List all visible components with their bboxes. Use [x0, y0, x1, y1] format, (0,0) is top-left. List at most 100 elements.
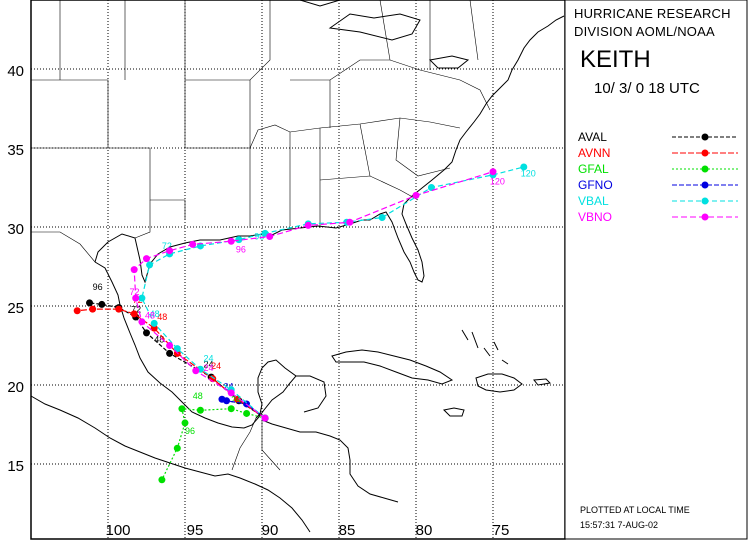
- track-point-vbno-3: [166, 342, 174, 349]
- track-point-vbal-4: [150, 319, 158, 327]
- forecast-hour-label-vbno-1: 48: [145, 311, 155, 321]
- legend-marker-avnn: [701, 149, 709, 157]
- legend-marker-vbno: [701, 213, 709, 221]
- lon-label-75: 75: [493, 522, 510, 539]
- track-point-vbno-2: [192, 367, 200, 375]
- track-point-vbal-5: [138, 294, 146, 302]
- track-point-vbal-6: [146, 261, 154, 269]
- storm-name: KEITH: [580, 46, 651, 73]
- forecast-hour-label-aval-2: 72: [131, 304, 141, 314]
- track-point-gfal-5: [181, 419, 189, 427]
- lat-label-25: 25: [7, 300, 24, 317]
- track-point-aval-4: [143, 329, 150, 337]
- forecast-hour-label-gfal-1: 48: [193, 391, 203, 401]
- track-point-vbno-13: [346, 218, 354, 226]
- track-point-gfno-3: [218, 395, 226, 403]
- forecast-hour-label-gfal-2: 96: [185, 426, 195, 436]
- track-point-gfal-1: [243, 409, 251, 417]
- legend-label-avnn: AVNN: [578, 146, 611, 160]
- legend-marker-aval: [701, 133, 709, 141]
- legend-label-vbno: VBNO: [578, 210, 613, 224]
- forecast-hour-label-vbal-1: 48: [150, 309, 160, 319]
- track-point-avnn-1: [233, 395, 241, 403]
- legend-marker-gfno: [701, 181, 709, 189]
- forecast-hour-label-vbno-2: 72: [130, 287, 140, 297]
- legend-label-gfal: GFAL: [578, 162, 609, 176]
- track-point-vbno-6: [130, 266, 138, 274]
- latitude-labels: 40 35 30 25 20 15: [7, 63, 24, 475]
- track-point-gfal-2: [227, 405, 235, 413]
- track-point-aval-3: [166, 349, 174, 357]
- track-point-vbno-8: [166, 247, 174, 255]
- coastlines: [30, 0, 565, 533]
- track-point-vbno-11: [266, 232, 274, 240]
- track-point-gfal-6: [173, 444, 181, 452]
- track-line-vbal: [141, 166, 524, 419]
- lat-label-35: 35: [7, 142, 24, 159]
- legend-marker-gfal: [701, 165, 709, 173]
- forecast-hour-label-gfno-0: 24: [224, 382, 234, 392]
- lat-label-20: 20: [7, 379, 24, 396]
- track-point-vbal-16: [520, 163, 528, 171]
- forecast-hour-label-vbno-3: 96: [236, 244, 246, 254]
- track-point-vbno-9: [189, 240, 197, 248]
- track-point-avnn-8: [73, 307, 81, 315]
- track-point-vbno-14: [412, 191, 420, 199]
- legend-label-vbal: VBAL: [578, 194, 609, 208]
- forecast-hour-label-aval-3: 96: [93, 282, 103, 292]
- header-line-1: HURRICANE RESEARCH: [574, 6, 731, 21]
- legend-label-aval: AVAL: [578, 130, 607, 144]
- track-point-vbno-15: [489, 168, 497, 176]
- date-time: 10/ 3/ 0 18 UTC: [594, 80, 700, 97]
- forecast-hour-label-aval-0: 24: [203, 360, 213, 370]
- track-point-vbno-5: [132, 294, 140, 302]
- forecast-hour-label-vbal-4: 120: [521, 168, 536, 178]
- lon-label-85: 85: [339, 522, 356, 539]
- track-point-vbno-12: [304, 221, 312, 229]
- track-point-avnn-7: [89, 305, 97, 313]
- track-point-vbal-9: [235, 236, 243, 244]
- forecast-hour-label-vbno-0: 24: [203, 363, 213, 373]
- forecast-hour-label-aval-1: 48: [154, 334, 164, 344]
- lon-label-90: 90: [262, 522, 279, 539]
- track-point-gfal-3: [196, 406, 204, 414]
- track-point-vbal-14: [427, 184, 435, 191]
- lon-label-100: 100: [105, 522, 130, 539]
- forecast-hour-label-gfal-0: 24: [231, 394, 241, 404]
- track-point-vbno-0: [261, 414, 269, 422]
- track-point-avnn-6: [115, 305, 123, 313]
- legend-panel: [564, 0, 748, 540]
- lat-lon-grid: [31, 0, 565, 539]
- forecast-hour-label-vbal-0: 24: [203, 353, 213, 363]
- longitude-labels: 100 95 90 85 80 75: [105, 522, 509, 539]
- lon-label-80: 80: [416, 522, 433, 539]
- lat-label-40: 40: [7, 63, 24, 80]
- track-point-vbno-1: [227, 389, 235, 397]
- track-point-vbal-3: [173, 345, 181, 353]
- track-point-vbno-7: [143, 255, 150, 263]
- forecast-hour-label-avnn-0: 24: [211, 361, 221, 371]
- lat-label-15: 15: [7, 458, 24, 475]
- legend-lines: [672, 133, 738, 221]
- footer-line-2: 15:57:31 7-AUG-02: [580, 520, 659, 530]
- track-point-aval-7: [98, 300, 106, 308]
- header-line-2: DIVISION AOML/NOAA: [574, 24, 715, 39]
- legend-marker-vbal: [701, 197, 709, 205]
- track-point-vbno-4: [138, 318, 146, 326]
- track-point-avnn-5: [130, 310, 138, 318]
- lat-label-30: 30: [7, 221, 24, 238]
- track-line-vbno: [133, 171, 494, 419]
- forecast-hour-label-avnn-1: 48: [157, 312, 167, 322]
- forecast-hour-label-vbal-2: 72: [162, 241, 172, 251]
- legend-label-gfno: GFNO: [578, 178, 613, 192]
- track-point-gfal-7: [158, 476, 166, 484]
- lon-label-95: 95: [187, 522, 204, 539]
- track-point-vbal-13: [378, 214, 386, 222]
- track-point-vbno-10: [227, 237, 235, 245]
- forecast-hour-label-vbal-3: 96: [254, 232, 264, 242]
- model-tracks: 2448729624487224489624244872961202448729…: [73, 163, 536, 484]
- political-borders: [31, 0, 491, 471]
- footer-line-1: PLOTTED AT LOCAL TIME: [580, 505, 690, 515]
